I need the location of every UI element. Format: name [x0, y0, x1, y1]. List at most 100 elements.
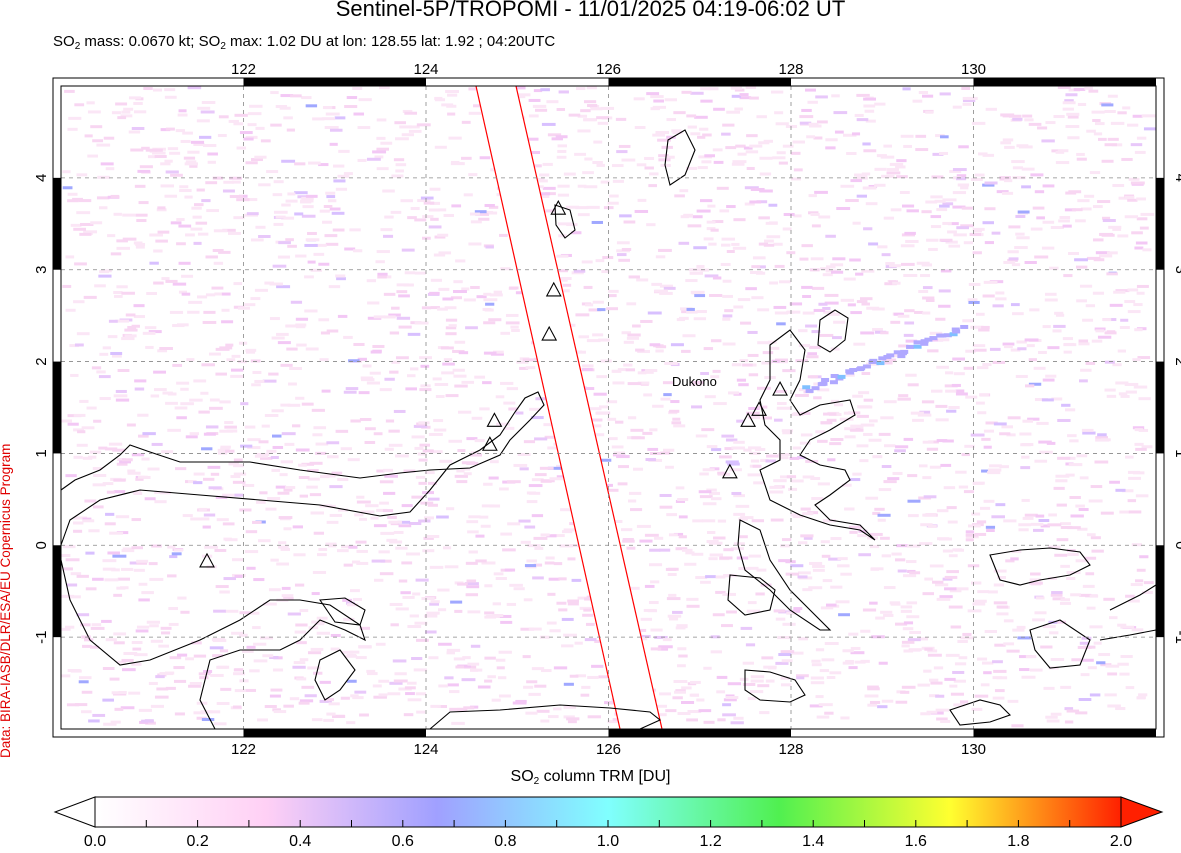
so2-pixel — [379, 388, 392, 392]
so2-pixel — [1026, 344, 1035, 348]
so2-pixel — [953, 703, 965, 707]
so2-pixel — [708, 87, 719, 91]
so2-pixel — [209, 406, 223, 410]
so2-pixel — [1057, 149, 1069, 153]
so2-pixel — [90, 221, 103, 225]
so2-pixel — [677, 711, 691, 715]
so2-pixel — [596, 116, 609, 120]
so2-pixel — [462, 656, 471, 660]
so2-pixel — [822, 273, 833, 277]
so2-pixel — [983, 445, 992, 449]
so2-pixel — [959, 700, 969, 704]
so2-pixel — [143, 87, 153, 91]
so2-pixel — [1032, 206, 1045, 210]
so2-pixel — [185, 657, 194, 661]
so2-pixel — [826, 265, 836, 269]
so2-pixel — [219, 429, 234, 433]
so2-pixel — [597, 121, 609, 125]
so2-pixel — [332, 164, 345, 168]
coastline-papua — [989, 547, 1091, 586]
so2-pixel — [441, 371, 455, 375]
so2-pixel — [928, 247, 938, 251]
so2-pixel — [70, 572, 82, 576]
so2-pixel — [547, 446, 560, 450]
so2-pixel — [599, 405, 609, 409]
so2-pixel — [850, 646, 861, 650]
so2-pixel — [201, 517, 210, 521]
so2-pixel — [896, 159, 907, 163]
so2-pixel — [722, 279, 732, 283]
so2-pixel — [1137, 356, 1151, 360]
so2-pixel — [791, 651, 804, 655]
so2-pixel — [1062, 107, 1074, 111]
so2-pixel — [1093, 132, 1103, 136]
so2-pixel — [884, 282, 897, 286]
so2-pixel — [122, 547, 133, 551]
so2-pixel — [675, 547, 688, 551]
so2-pixel — [961, 206, 973, 210]
so2-pixel — [92, 467, 103, 471]
so2-pixel — [1055, 474, 1070, 478]
so2-pixel — [198, 410, 210, 414]
so2-pixel — [902, 87, 911, 91]
so2-pixel — [749, 200, 762, 204]
so2-pixel — [116, 660, 126, 664]
so2-pixel — [173, 679, 187, 683]
so2-pixel — [378, 550, 390, 554]
so2-pixel — [747, 601, 757, 605]
so2-pixel — [547, 466, 562, 470]
so2-pixel — [517, 452, 531, 456]
so2-pixel — [237, 306, 250, 310]
so2-pixel — [1032, 618, 1046, 622]
so2-pixel — [1124, 300, 1136, 304]
so2-pixel — [1125, 390, 1137, 394]
so2-pixel — [1092, 291, 1105, 295]
so2-pixel — [942, 202, 954, 206]
so2-pixel — [478, 217, 490, 221]
so2-pixel — [446, 651, 456, 655]
so2-pixel — [574, 641, 583, 645]
so2-pixel — [433, 253, 446, 257]
so2-pixel — [318, 262, 330, 266]
so2-pixel — [487, 675, 496, 679]
so2-pixel — [1143, 127, 1156, 131]
so2-pixel — [437, 307, 448, 311]
so2-plume-pixel — [949, 332, 958, 337]
so2-pixel — [138, 582, 148, 586]
so2-pixel — [702, 468, 715, 472]
so2-pixel — [874, 507, 885, 511]
so2-pixel — [801, 108, 812, 112]
so2-pixel — [840, 716, 850, 720]
so2-pixel — [1015, 374, 1028, 378]
so2-pixel — [158, 644, 169, 648]
so2-pixel — [972, 227, 985, 231]
so2-pixel — [149, 261, 159, 265]
so2-pixel — [1056, 503, 1067, 507]
so2-pixel — [179, 189, 192, 193]
so2-pixel — [886, 168, 899, 172]
so2-pixel — [388, 313, 401, 317]
so2-pixel — [792, 140, 805, 144]
so2-pixel — [823, 412, 837, 416]
so2-pixel — [918, 464, 928, 468]
so2-pixel — [1048, 545, 1061, 549]
so2-pixel — [717, 718, 726, 722]
so2-pixel — [935, 583, 949, 587]
so2-pixel — [869, 419, 878, 423]
so2-pixel — [858, 405, 873, 409]
so2-pixel — [965, 538, 974, 542]
so2-pixel — [960, 636, 974, 640]
so2-pixel — [175, 467, 187, 471]
so2-pixel — [581, 260, 593, 264]
so2-pixel — [759, 172, 772, 176]
so2-pixel — [298, 475, 310, 479]
so2-pixel — [259, 491, 268, 495]
so2-pixel — [173, 666, 185, 670]
so2-pixel — [1075, 711, 1088, 715]
so2-pixel — [1035, 514, 1045, 518]
so2-pixel — [662, 381, 674, 385]
so2-pixel — [677, 664, 686, 668]
so2-pixel — [393, 530, 404, 534]
so2-pixel — [449, 690, 460, 694]
so2-pixel — [107, 234, 116, 238]
